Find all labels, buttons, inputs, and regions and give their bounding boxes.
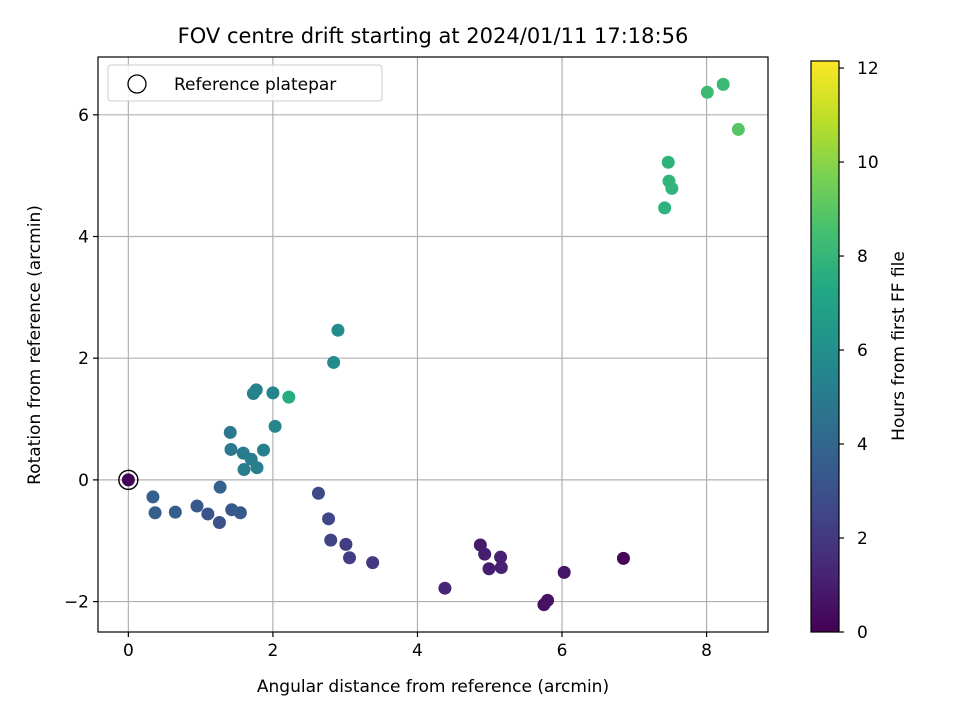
colorbar-tick-label-0: 0 (857, 623, 868, 643)
data-point-9 (494, 561, 508, 575)
x-tick-label-2: 4 (412, 641, 423, 661)
x-axis-ticks: 0 2 4 6 8 (123, 632, 712, 661)
y-tick-label-0: −2 (64, 593, 89, 613)
data-point-31 (250, 461, 264, 475)
colorbar-tick-label-6: 12 (857, 59, 879, 79)
legend-box (107, 64, 383, 102)
colorbar-tick-label-3: 6 (857, 341, 868, 361)
legend: Reference platepar (107, 64, 383, 102)
y-tick-label-4: 6 (78, 106, 89, 126)
reference-marker-layer (118, 469, 139, 491)
data-point-38 (331, 323, 345, 337)
x-tick-label-0: 0 (123, 641, 134, 661)
data-point-6 (478, 547, 492, 561)
data-point-45 (716, 77, 730, 91)
data-point-39 (282, 390, 296, 404)
x-tick-label-4: 8 (701, 641, 712, 661)
data-point-41 (661, 155, 675, 169)
data-point-19 (190, 499, 204, 513)
data-point-3 (541, 593, 555, 607)
data-point-12 (339, 537, 353, 551)
y-tick-label-2: 2 (78, 349, 89, 369)
colorbar-frame (810, 60, 840, 633)
data-point-22 (168, 505, 182, 519)
colorbar-tick-label-5: 10 (857, 153, 879, 173)
data-point-8 (494, 550, 508, 564)
data-point-0 (121, 473, 135, 487)
colorbar-tick-label-4: 8 (857, 247, 868, 267)
data-point-46 (731, 122, 745, 136)
data-point-26 (223, 425, 237, 439)
x-tick-label-1: 2 (267, 641, 278, 661)
data-point-32 (257, 443, 271, 457)
reference-platepar-marker (118, 469, 139, 491)
grid (98, 57, 768, 632)
scatter-points (121, 77, 745, 612)
data-point-13 (343, 551, 357, 565)
x-axis-label: Angular distance from reference (arcmin) (257, 677, 609, 697)
y-axis-label: Rotation from reference (arcmin) (25, 205, 45, 485)
data-point-43 (665, 181, 679, 195)
y-tick-label-3: 4 (78, 227, 89, 247)
data-point-21 (233, 506, 247, 520)
data-point-35 (266, 386, 280, 400)
data-point-1 (616, 551, 630, 565)
y-axis-ticks: −2 0 2 4 6 (64, 106, 98, 613)
colorbar-gradient (811, 61, 839, 632)
data-point-36 (268, 419, 282, 433)
data-point-7 (482, 562, 496, 576)
data-point-15 (322, 512, 336, 526)
data-point-34 (249, 383, 263, 397)
data-point-16 (311, 486, 325, 500)
y-tick-label-1: 0 (78, 471, 89, 491)
colorbar-tick-label-1: 2 (857, 529, 868, 549)
data-point-10 (438, 581, 452, 595)
data-point-4 (557, 565, 571, 579)
data-point-17 (212, 515, 226, 529)
data-point-11 (366, 556, 380, 570)
chart-title: FOV centre drift starting at 2024/01/11 … (178, 24, 689, 48)
data-point-29 (237, 463, 251, 477)
colorbar-ticks: 0 2 4 6 8 10 12 (839, 59, 879, 643)
data-point-14 (324, 533, 338, 547)
data-point-25 (213, 480, 227, 494)
plot-frame (97, 56, 769, 633)
data-point-40 (658, 201, 672, 215)
x-tick-label-3: 6 (557, 641, 568, 661)
legend-entry-reference: Reference platepar (174, 75, 336, 95)
data-point-44 (700, 85, 714, 99)
data-point-23 (148, 506, 162, 520)
colorbar-tick-label-2: 4 (857, 435, 868, 455)
legend-marker-icon (127, 74, 147, 94)
data-point-37 (327, 355, 341, 369)
data-point-27 (224, 442, 238, 456)
data-point-18 (201, 507, 215, 521)
data-point-24 (146, 490, 160, 504)
colorbar-label: Hours from first FF file (889, 251, 909, 441)
